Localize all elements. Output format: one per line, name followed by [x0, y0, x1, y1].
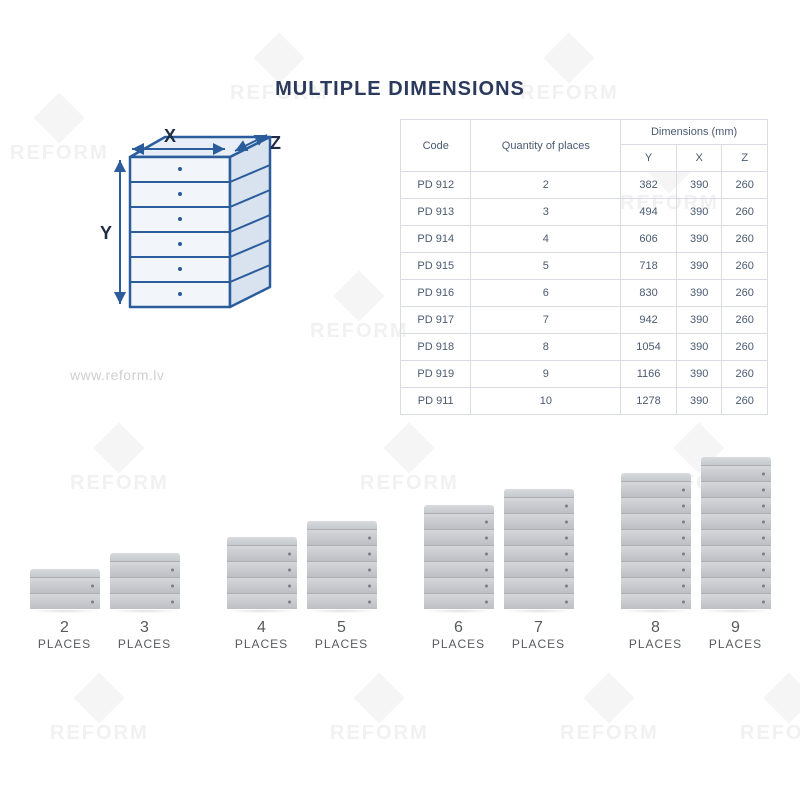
table-cell: PD 917	[401, 307, 471, 334]
table-cell: 260	[722, 388, 768, 415]
table-cell: 260	[722, 334, 768, 361]
table-cell: 10	[471, 388, 621, 415]
gallery-item: 3PLACES	[110, 553, 180, 652]
table-cell: 260	[722, 307, 768, 334]
gallery-label: 7PLACES	[512, 619, 565, 652]
table-cell: 942	[621, 307, 677, 334]
table-row: PD 9122382390260	[401, 172, 768, 199]
table-row: PD 9177942390260	[401, 307, 768, 334]
url-watermark: www.reform.lv	[70, 367, 380, 383]
table-cell: 382	[621, 172, 677, 199]
table-cell: 5	[471, 253, 621, 280]
cabinet-5	[307, 521, 377, 613]
table-cell: 390	[676, 199, 722, 226]
table-row: PD 9155718390260	[401, 253, 768, 280]
dimensions-table: Code Quantity of places Dimensions (mm) …	[400, 119, 768, 415]
table-cell: PD 911	[401, 388, 471, 415]
table-cell: 260	[722, 280, 768, 307]
table-cell: PD 919	[401, 361, 471, 388]
th-dimensions-group: Dimensions (mm)	[621, 120, 768, 145]
cabinet-2	[30, 569, 100, 613]
table-row: PD 91881054390260	[401, 334, 768, 361]
gallery-item: 2PLACES	[30, 569, 100, 652]
watermark: REFORM	[740, 680, 800, 745]
table-cell: 4	[471, 226, 621, 253]
th-z: Z	[722, 145, 768, 172]
table-cell: PD 916	[401, 280, 471, 307]
table-cell: 260	[722, 226, 768, 253]
table-cell: 1278	[621, 388, 677, 415]
table-cell: 390	[676, 226, 722, 253]
table-cell: 390	[676, 172, 722, 199]
table-cell: 390	[676, 307, 722, 334]
gallery-item: 9PLACES	[701, 457, 771, 652]
table-cell: 390	[676, 334, 722, 361]
table-row: PD 91991166390260	[401, 361, 768, 388]
cabinet-3d-diagram: X Z Y	[70, 127, 310, 337]
table-cell: 390	[676, 280, 722, 307]
table-cell: 8	[471, 334, 621, 361]
table-cell: 9	[471, 361, 621, 388]
cabinet-6	[424, 505, 494, 613]
table-cell: PD 914	[401, 226, 471, 253]
th-code: Code	[401, 120, 471, 172]
gallery-label: 9PLACES	[709, 619, 762, 652]
table-cell: 606	[621, 226, 677, 253]
table-cell: 260	[722, 361, 768, 388]
table-cell: PD 918	[401, 334, 471, 361]
th-x: X	[676, 145, 722, 172]
cabinet-gallery: 2PLACES 3PLACES 4PLACES 5PLACES 6PLACES 7PLAC…	[0, 415, 800, 652]
gallery-item: 6PLACES	[424, 505, 494, 652]
table-cell: PD 915	[401, 253, 471, 280]
table-cell: 390	[676, 361, 722, 388]
gallery-label: 2PLACES	[38, 619, 91, 652]
table-cell: 6	[471, 280, 621, 307]
table-cell: 718	[621, 253, 677, 280]
table-row: PD 9133494390260	[401, 199, 768, 226]
gallery-label: 8PLACES	[629, 619, 682, 652]
table-cell: 7	[471, 307, 621, 334]
gallery-label: 4PLACES	[235, 619, 288, 652]
cabinet-4	[227, 537, 297, 613]
table-cell: 830	[621, 280, 677, 307]
table-cell: 494	[621, 199, 677, 226]
cabinet-8	[621, 473, 691, 613]
dimension-diagram: X Z Y www.reform.lv	[10, 119, 400, 383]
cabinet-9	[701, 457, 771, 613]
cabinet-3	[110, 553, 180, 613]
gallery-item: 8PLACES	[621, 473, 691, 652]
table-row: PD 911101278390260	[401, 388, 768, 415]
table-cell: 1166	[621, 361, 677, 388]
th-y: Y	[621, 145, 677, 172]
watermark: REFORM	[50, 680, 149, 745]
th-qty: Quantity of places	[471, 120, 621, 172]
table-row: PD 9144606390260	[401, 226, 768, 253]
gallery-item: 5PLACES	[307, 521, 377, 652]
table-cell: 260	[722, 199, 768, 226]
watermark: REFORM	[330, 680, 429, 745]
gallery-label: 6PLACES	[432, 619, 485, 652]
axis-label-z: Z	[270, 133, 281, 153]
gallery-label: 5PLACES	[315, 619, 368, 652]
table-cell: 260	[722, 253, 768, 280]
gallery-item: 7PLACES	[504, 489, 574, 652]
watermark: REFORM	[560, 680, 659, 745]
cabinet-7	[504, 489, 574, 613]
gallery-item: 4PLACES	[227, 537, 297, 652]
table-cell: 390	[676, 253, 722, 280]
table-cell: 260	[722, 172, 768, 199]
axis-label-x: X	[164, 127, 176, 146]
table-cell: 3	[471, 199, 621, 226]
axis-label-y: Y	[100, 223, 112, 243]
table-cell: 2	[471, 172, 621, 199]
table-cell: 1054	[621, 334, 677, 361]
table-row: PD 9166830390260	[401, 280, 768, 307]
table-cell: PD 913	[401, 199, 471, 226]
table-cell: 390	[676, 388, 722, 415]
gallery-label: 3PLACES	[118, 619, 171, 652]
page-title: MULTIPLE DIMENSIONS	[0, 0, 800, 119]
table-cell: PD 912	[401, 172, 471, 199]
